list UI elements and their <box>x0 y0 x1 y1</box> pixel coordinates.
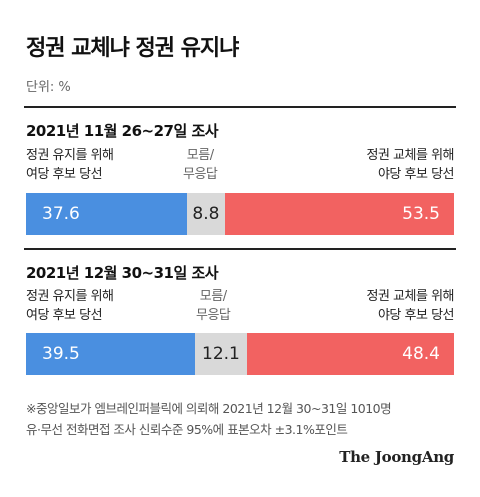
survey-2-maintain-label: 정권 유지를 위해 여당 후보 당선 <box>26 289 114 323</box>
bar-value-maintain: 39.5 <box>42 344 80 364</box>
survey-2-title: 2021년 12월 30~31일 조사 <box>26 264 219 282</box>
survey-2-stacked-bar: 39.5 12.1 48.4 <box>26 333 454 375</box>
page-title: 정권 교체냐 정권 유지냐 <box>26 36 239 61</box>
survey-2-change-label: 정권 교체를 위해 야당 후보 당선 <box>366 289 455 323</box>
survey-1-stacked-bar: 37.6 8.8 53.5 <box>26 193 454 235</box>
footnote-line-2: 유·무선 전화면접 조사 신뢰수준 95%에 표본오차 ±3.1%포인트 <box>26 422 348 437</box>
survey-2-undecided-label: 모름/ 무응답 <box>196 289 231 323</box>
bar-value-undecided: 8.8 <box>192 204 220 224</box>
bar-value-change: 48.4 <box>402 344 440 364</box>
divider-middle <box>24 248 456 250</box>
publisher-logo: The JoongAng <box>339 448 454 466</box>
bar-segment-maintain <box>26 193 188 235</box>
divider-top <box>24 106 456 108</box>
bar-segment-maintain <box>26 333 196 375</box>
bar-segment-undecided <box>187 193 225 235</box>
footnote-line-1: ※중앙일보가 엠브레인퍼블릭에 의뢰해 2021년 12월 30~31일 101… <box>26 401 392 416</box>
survey-1-maintain-label: 정권 유지를 위해 여당 후보 당선 <box>26 148 114 182</box>
survey-1-undecided-label: 모름/ 무응답 <box>183 148 218 182</box>
bar-value-maintain: 37.6 <box>42 204 80 224</box>
footnote: ※중앙일보가 엠브레인퍼블릭에 의뢰해 2021년 12월 30~31일 101… <box>26 398 392 440</box>
bar-segment-change <box>224 193 454 235</box>
bar-value-change: 53.5 <box>402 204 440 224</box>
survey-1-title: 2021년 11월 26~27일 조사 <box>26 122 219 140</box>
unit-label: 단위: % <box>26 80 71 95</box>
bar-segment-undecided <box>195 333 247 375</box>
survey-1-change-label: 정권 교체를 위해 야당 후보 당선 <box>366 148 455 182</box>
bar-value-undecided: 12.1 <box>202 344 240 364</box>
bar-segment-change <box>246 333 454 375</box>
